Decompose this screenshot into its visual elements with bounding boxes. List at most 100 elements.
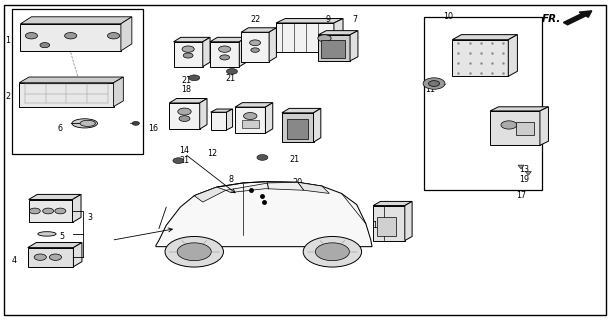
Bar [490, 111, 540, 145]
Polygon shape [173, 37, 210, 42]
Polygon shape [210, 109, 232, 112]
Text: 15: 15 [371, 221, 382, 230]
Bar [318, 35, 350, 61]
Bar [21, 24, 121, 51]
Text: 11: 11 [425, 85, 435, 94]
Circle shape [132, 122, 140, 125]
Bar [12, 9, 143, 154]
Text: 1: 1 [5, 36, 10, 45]
Polygon shape [113, 77, 123, 107]
Polygon shape [318, 31, 358, 35]
Circle shape [26, 33, 38, 39]
Polygon shape [508, 35, 517, 76]
Polygon shape [28, 243, 82, 248]
Bar [241, 32, 269, 61]
Polygon shape [276, 19, 343, 23]
Bar [424, 17, 542, 190]
Text: 21: 21 [226, 74, 236, 83]
Circle shape [218, 46, 231, 52]
Polygon shape [518, 165, 524, 169]
Text: 6: 6 [58, 124, 63, 132]
Bar [20, 83, 113, 107]
Bar [321, 40, 345, 58]
Text: 3: 3 [87, 213, 92, 222]
Ellipse shape [38, 232, 56, 236]
Circle shape [257, 155, 268, 160]
Polygon shape [314, 108, 321, 142]
Circle shape [178, 108, 191, 115]
Circle shape [315, 243, 350, 261]
Polygon shape [241, 28, 276, 32]
Bar [242, 121, 259, 127]
Text: 19: 19 [519, 175, 529, 184]
Circle shape [251, 48, 259, 52]
Polygon shape [194, 187, 226, 202]
Circle shape [107, 33, 120, 39]
Text: 5: 5 [60, 232, 65, 241]
Polygon shape [525, 172, 531, 175]
Polygon shape [199, 99, 207, 129]
Text: 9: 9 [326, 15, 331, 24]
Bar [210, 112, 226, 130]
Polygon shape [226, 109, 232, 130]
Circle shape [501, 121, 517, 129]
Circle shape [423, 78, 445, 89]
Polygon shape [203, 37, 210, 67]
Polygon shape [265, 103, 273, 133]
Circle shape [220, 55, 229, 60]
Polygon shape [298, 182, 329, 194]
Polygon shape [210, 37, 246, 42]
Bar [235, 107, 265, 133]
Polygon shape [29, 195, 81, 199]
Circle shape [43, 208, 54, 214]
Circle shape [303, 236, 362, 267]
Circle shape [179, 116, 190, 122]
Text: FR.: FR. [542, 14, 561, 24]
Polygon shape [73, 243, 82, 267]
Polygon shape [282, 108, 321, 113]
Bar [29, 199, 73, 222]
Text: 10: 10 [443, 12, 453, 21]
Polygon shape [452, 35, 517, 40]
Bar [276, 23, 334, 52]
Bar [28, 248, 73, 267]
Text: 2: 2 [5, 92, 11, 101]
Polygon shape [373, 201, 412, 205]
Circle shape [249, 40, 260, 46]
Bar [377, 217, 397, 236]
Circle shape [173, 158, 184, 164]
Circle shape [182, 46, 194, 52]
Text: 22: 22 [250, 15, 260, 24]
Polygon shape [21, 17, 132, 24]
Circle shape [243, 113, 257, 120]
Text: 20: 20 [293, 178, 303, 187]
Polygon shape [226, 182, 304, 193]
Circle shape [65, 33, 77, 39]
Circle shape [318, 35, 331, 42]
Polygon shape [20, 77, 123, 83]
Ellipse shape [72, 119, 98, 128]
Circle shape [40, 43, 49, 48]
Circle shape [183, 53, 193, 58]
Polygon shape [239, 37, 246, 67]
Ellipse shape [80, 120, 95, 126]
Text: 21: 21 [179, 156, 190, 165]
Bar [452, 40, 508, 76]
Polygon shape [350, 31, 358, 61]
Polygon shape [121, 17, 132, 51]
Polygon shape [235, 103, 273, 107]
Circle shape [188, 75, 199, 81]
Polygon shape [170, 99, 207, 103]
Bar [173, 42, 203, 67]
Circle shape [165, 236, 223, 267]
Text: 21: 21 [181, 76, 192, 85]
Text: 18: 18 [181, 85, 192, 94]
Polygon shape [540, 107, 548, 145]
Text: 17: 17 [516, 190, 526, 200]
Circle shape [177, 243, 211, 261]
Text: 21: 21 [289, 155, 299, 164]
Polygon shape [405, 201, 412, 241]
Text: 7: 7 [353, 15, 357, 24]
Polygon shape [269, 28, 276, 61]
Polygon shape [490, 107, 548, 111]
